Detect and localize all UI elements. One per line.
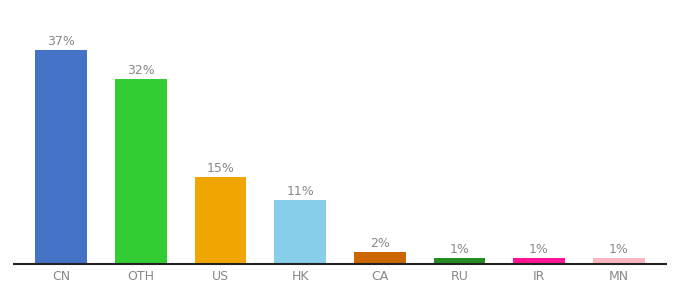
Text: 1%: 1% bbox=[609, 243, 628, 256]
Text: 1%: 1% bbox=[529, 243, 549, 256]
Bar bbox=[593, 258, 645, 264]
Bar bbox=[194, 177, 246, 264]
Bar bbox=[35, 50, 87, 264]
Bar bbox=[274, 200, 326, 264]
Bar bbox=[434, 258, 486, 264]
Text: 1%: 1% bbox=[449, 243, 469, 256]
Text: 11%: 11% bbox=[286, 185, 314, 198]
Bar bbox=[115, 79, 167, 264]
Text: 37%: 37% bbox=[48, 34, 75, 48]
Bar bbox=[513, 258, 565, 264]
Text: 2%: 2% bbox=[370, 237, 390, 250]
Bar bbox=[354, 252, 406, 264]
Text: 15%: 15% bbox=[207, 162, 235, 175]
Text: 32%: 32% bbox=[127, 64, 155, 76]
